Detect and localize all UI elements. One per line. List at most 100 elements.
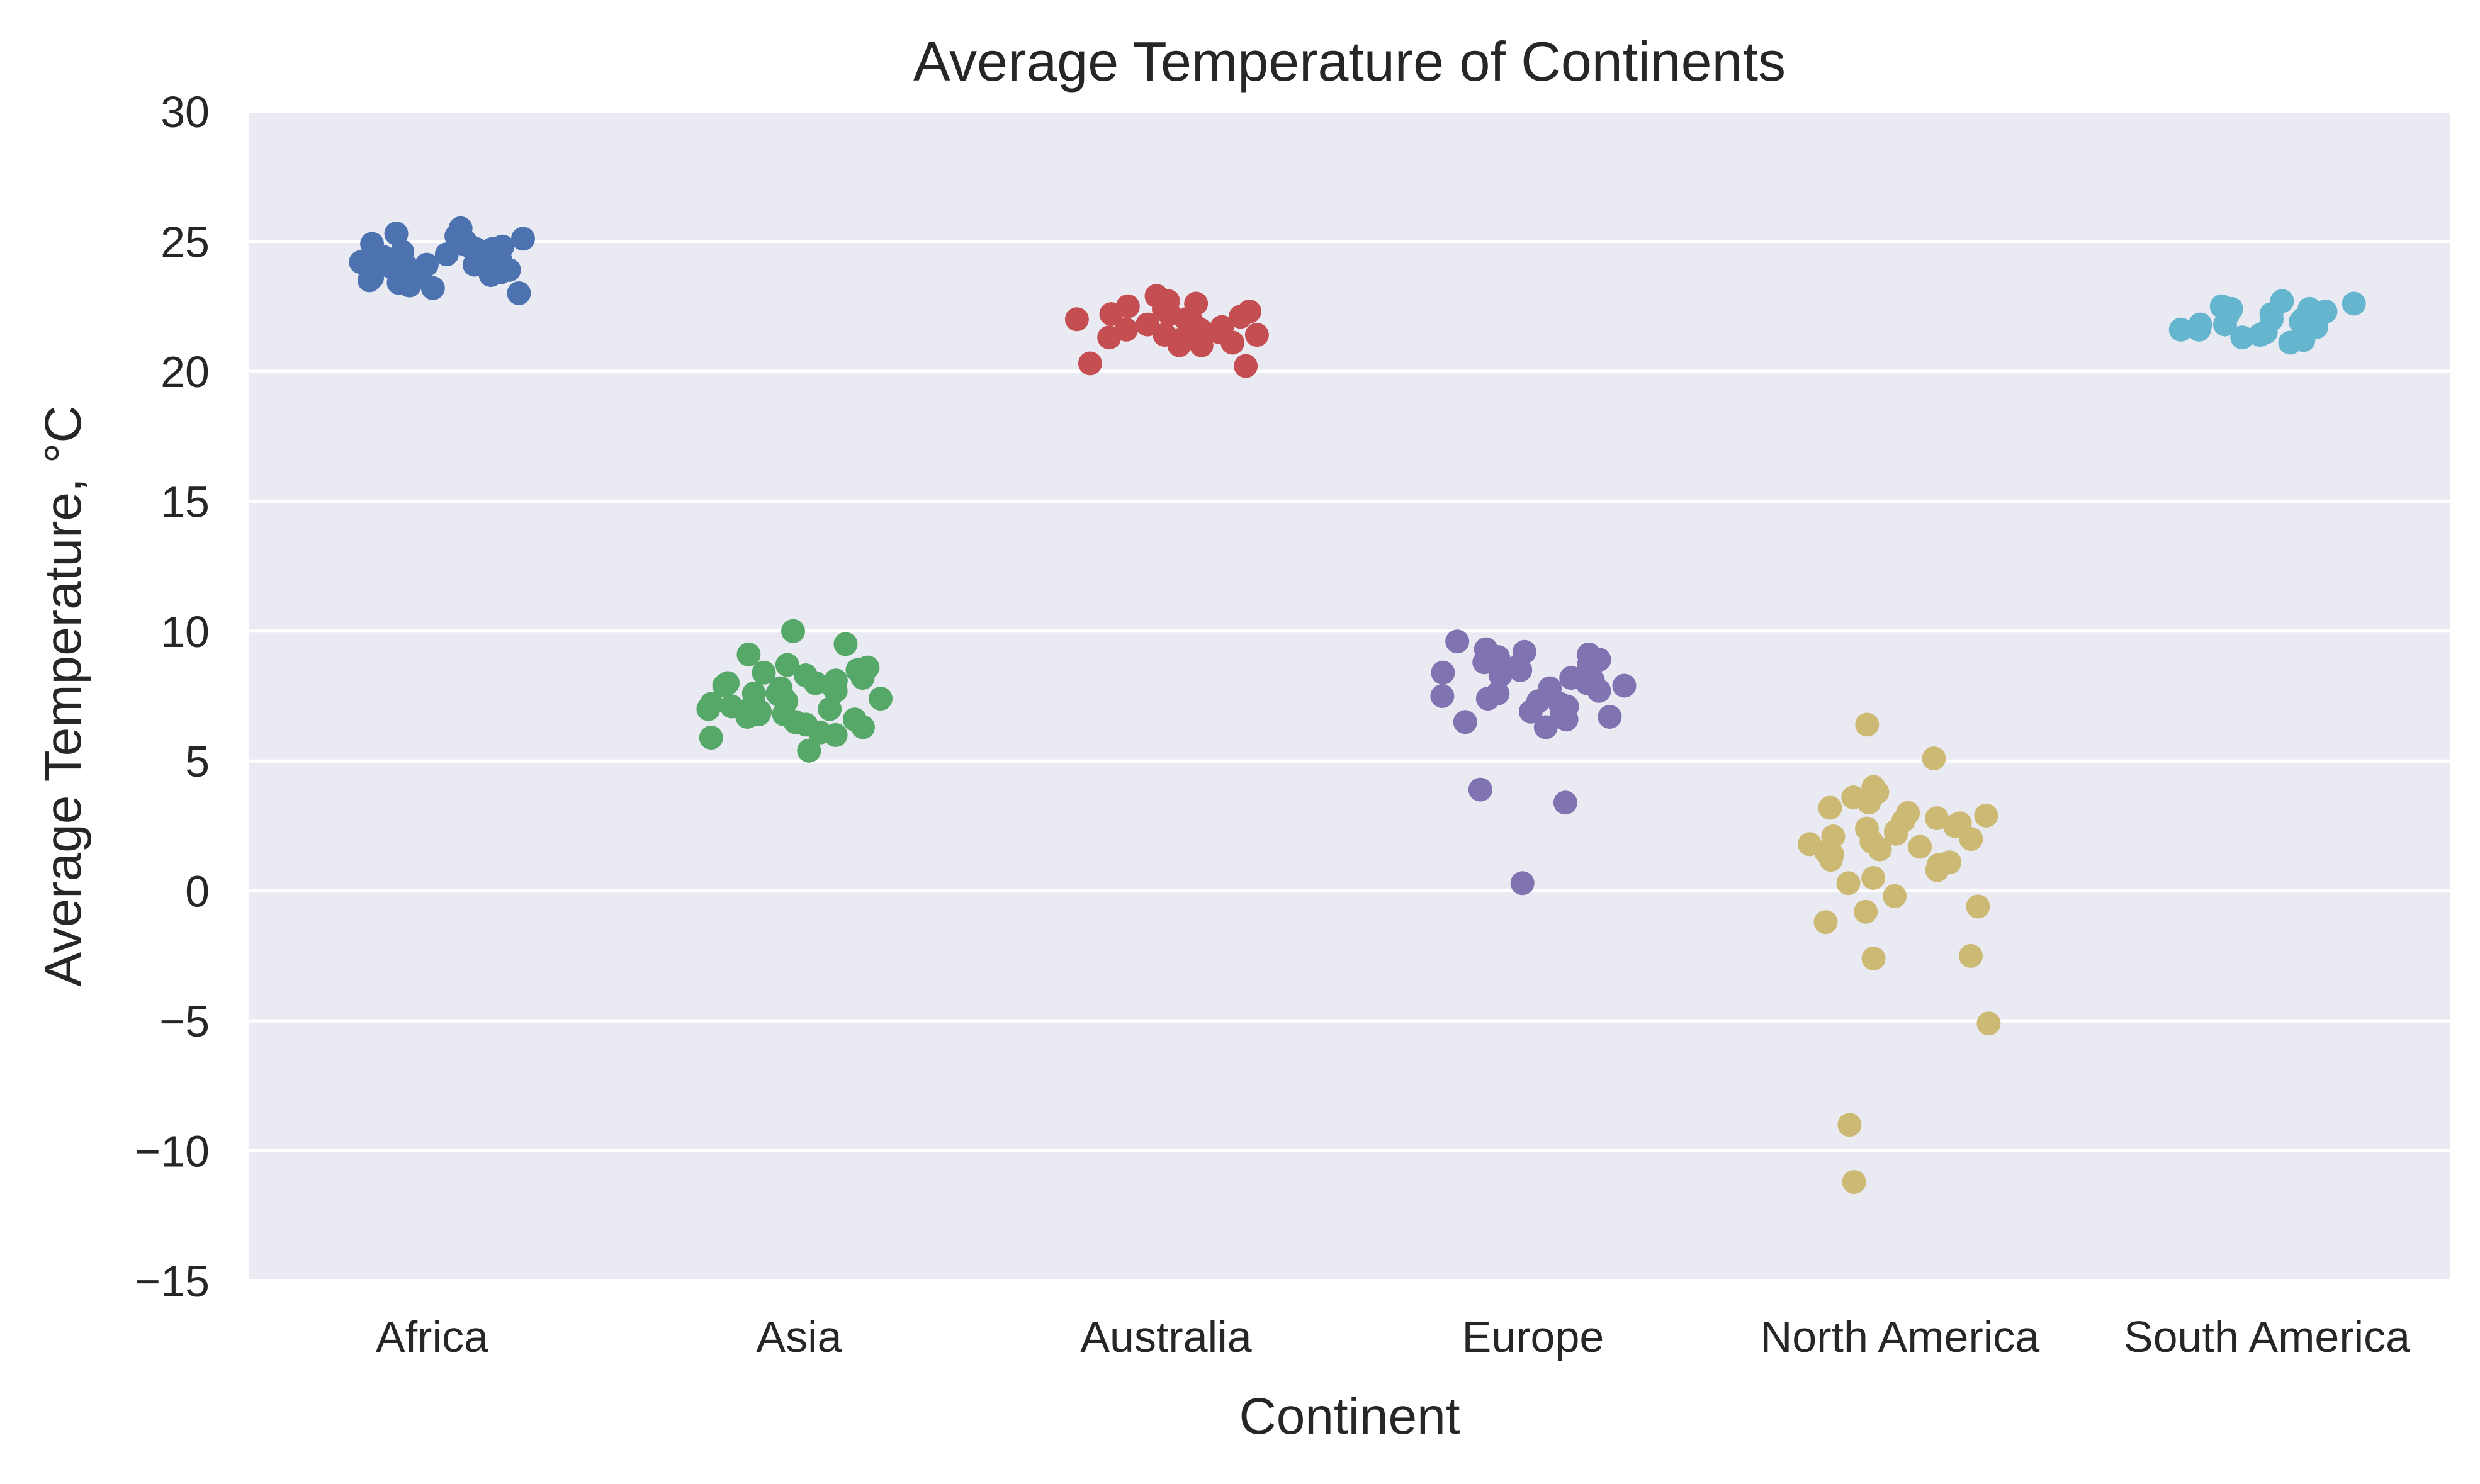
data-point <box>736 642 761 666</box>
data-point <box>1868 837 1892 862</box>
data-point <box>2212 312 2237 337</box>
data-point <box>1064 307 1089 332</box>
x-axis-title: Continent <box>1239 1388 1460 1445</box>
y-tick-labels: 30 25 20 15 10 5 0 −5 −10 −15 <box>135 87 210 1306</box>
data-point <box>1587 678 1611 703</box>
data-point <box>1959 943 1983 968</box>
data-point <box>1883 884 1907 908</box>
y-tick-label: 10 <box>161 607 210 656</box>
data-point <box>1167 333 1192 357</box>
data-point <box>1431 660 1455 685</box>
data-point <box>434 242 459 267</box>
y-tick-label: 5 <box>185 737 210 786</box>
data-point <box>735 705 760 729</box>
data-points <box>349 216 2366 1195</box>
data-point <box>1842 1170 1866 1195</box>
data-point <box>1974 803 1998 828</box>
data-point <box>1925 806 1949 831</box>
x-tick-label: Australia <box>1080 1312 1251 1361</box>
data-point <box>1554 707 1579 732</box>
data-point <box>1472 650 1497 675</box>
data-point <box>781 619 805 643</box>
y-tick-label: 30 <box>161 87 210 137</box>
data-point <box>507 281 531 305</box>
data-point <box>850 666 875 690</box>
data-point <box>1908 835 1932 859</box>
data-point <box>712 673 736 698</box>
data-point <box>1813 910 1838 935</box>
data-point <box>1189 333 1214 357</box>
data-point <box>1244 323 1269 347</box>
data-point <box>1884 821 1908 846</box>
data-point <box>1836 871 1861 896</box>
data-point <box>357 268 381 293</box>
data-point <box>775 653 799 677</box>
data-point <box>384 222 409 246</box>
data-point <box>1220 330 1245 355</box>
data-point <box>869 687 893 711</box>
data-point <box>1818 795 1842 820</box>
data-point <box>1818 848 1843 872</box>
data-point <box>1533 715 1558 739</box>
y-tick-label: 25 <box>161 217 210 266</box>
y-tick-label: 0 <box>185 867 210 916</box>
y-tick-label: −10 <box>135 1127 210 1176</box>
data-point <box>1837 1113 1862 1137</box>
data-point <box>1510 871 1535 896</box>
data-point <box>823 678 848 703</box>
data-point <box>1855 712 1880 737</box>
data-point <box>818 697 842 721</box>
data-point <box>397 273 422 298</box>
data-point <box>833 632 858 656</box>
data-point <box>1136 312 1160 337</box>
data-point <box>797 738 821 763</box>
data-point <box>1925 858 1949 882</box>
data-point <box>2187 317 2211 342</box>
data-point <box>1959 827 1983 852</box>
data-point <box>1430 684 1455 708</box>
data-point <box>420 276 445 300</box>
x-tick-label: North America <box>1761 1312 2040 1361</box>
data-point <box>1519 699 1543 724</box>
data-point <box>1612 673 1637 698</box>
data-point <box>1078 351 1102 376</box>
data-point <box>752 660 776 685</box>
y-axis-title: Average Temperature, °C <box>35 405 92 986</box>
data-point <box>478 263 503 288</box>
data-point <box>1468 777 1492 802</box>
data-point <box>1508 658 1533 682</box>
data-point <box>1488 663 1513 687</box>
plot-area <box>249 111 2450 1281</box>
data-point <box>1861 947 1886 970</box>
data-point <box>1857 790 1881 815</box>
data-point <box>823 722 848 747</box>
x-tick-label: Europe <box>1462 1312 1604 1361</box>
data-point <box>2248 323 2272 347</box>
x-tick-label: Africa <box>376 1312 488 1361</box>
gridlines <box>249 110 2450 1283</box>
data-point <box>1099 302 1124 327</box>
data-point <box>2230 325 2255 350</box>
data-point <box>851 715 875 739</box>
data-point <box>2168 317 2193 342</box>
data-point <box>1475 687 1500 711</box>
chart-title: Average Temperature of Continents <box>913 30 1786 93</box>
data-point <box>1553 790 1577 815</box>
data-point <box>1445 629 1470 654</box>
data-point <box>1234 354 1258 378</box>
data-point <box>803 671 828 695</box>
data-point <box>511 227 535 251</box>
y-tick-label: 15 <box>161 477 210 526</box>
y-tick-label: −15 <box>135 1257 210 1306</box>
data-point <box>1453 710 1477 734</box>
data-point <box>1976 1011 2001 1036</box>
y-tick-label: 20 <box>161 347 210 396</box>
data-point <box>1854 899 1878 924</box>
y-tick-label: −5 <box>159 997 210 1046</box>
x-tick-label: South America <box>2124 1312 2410 1361</box>
data-point <box>2342 291 2366 316</box>
data-point <box>2278 330 2302 355</box>
x-tick-labels: Africa Asia Australia Europe North America So… <box>376 1312 2410 1361</box>
